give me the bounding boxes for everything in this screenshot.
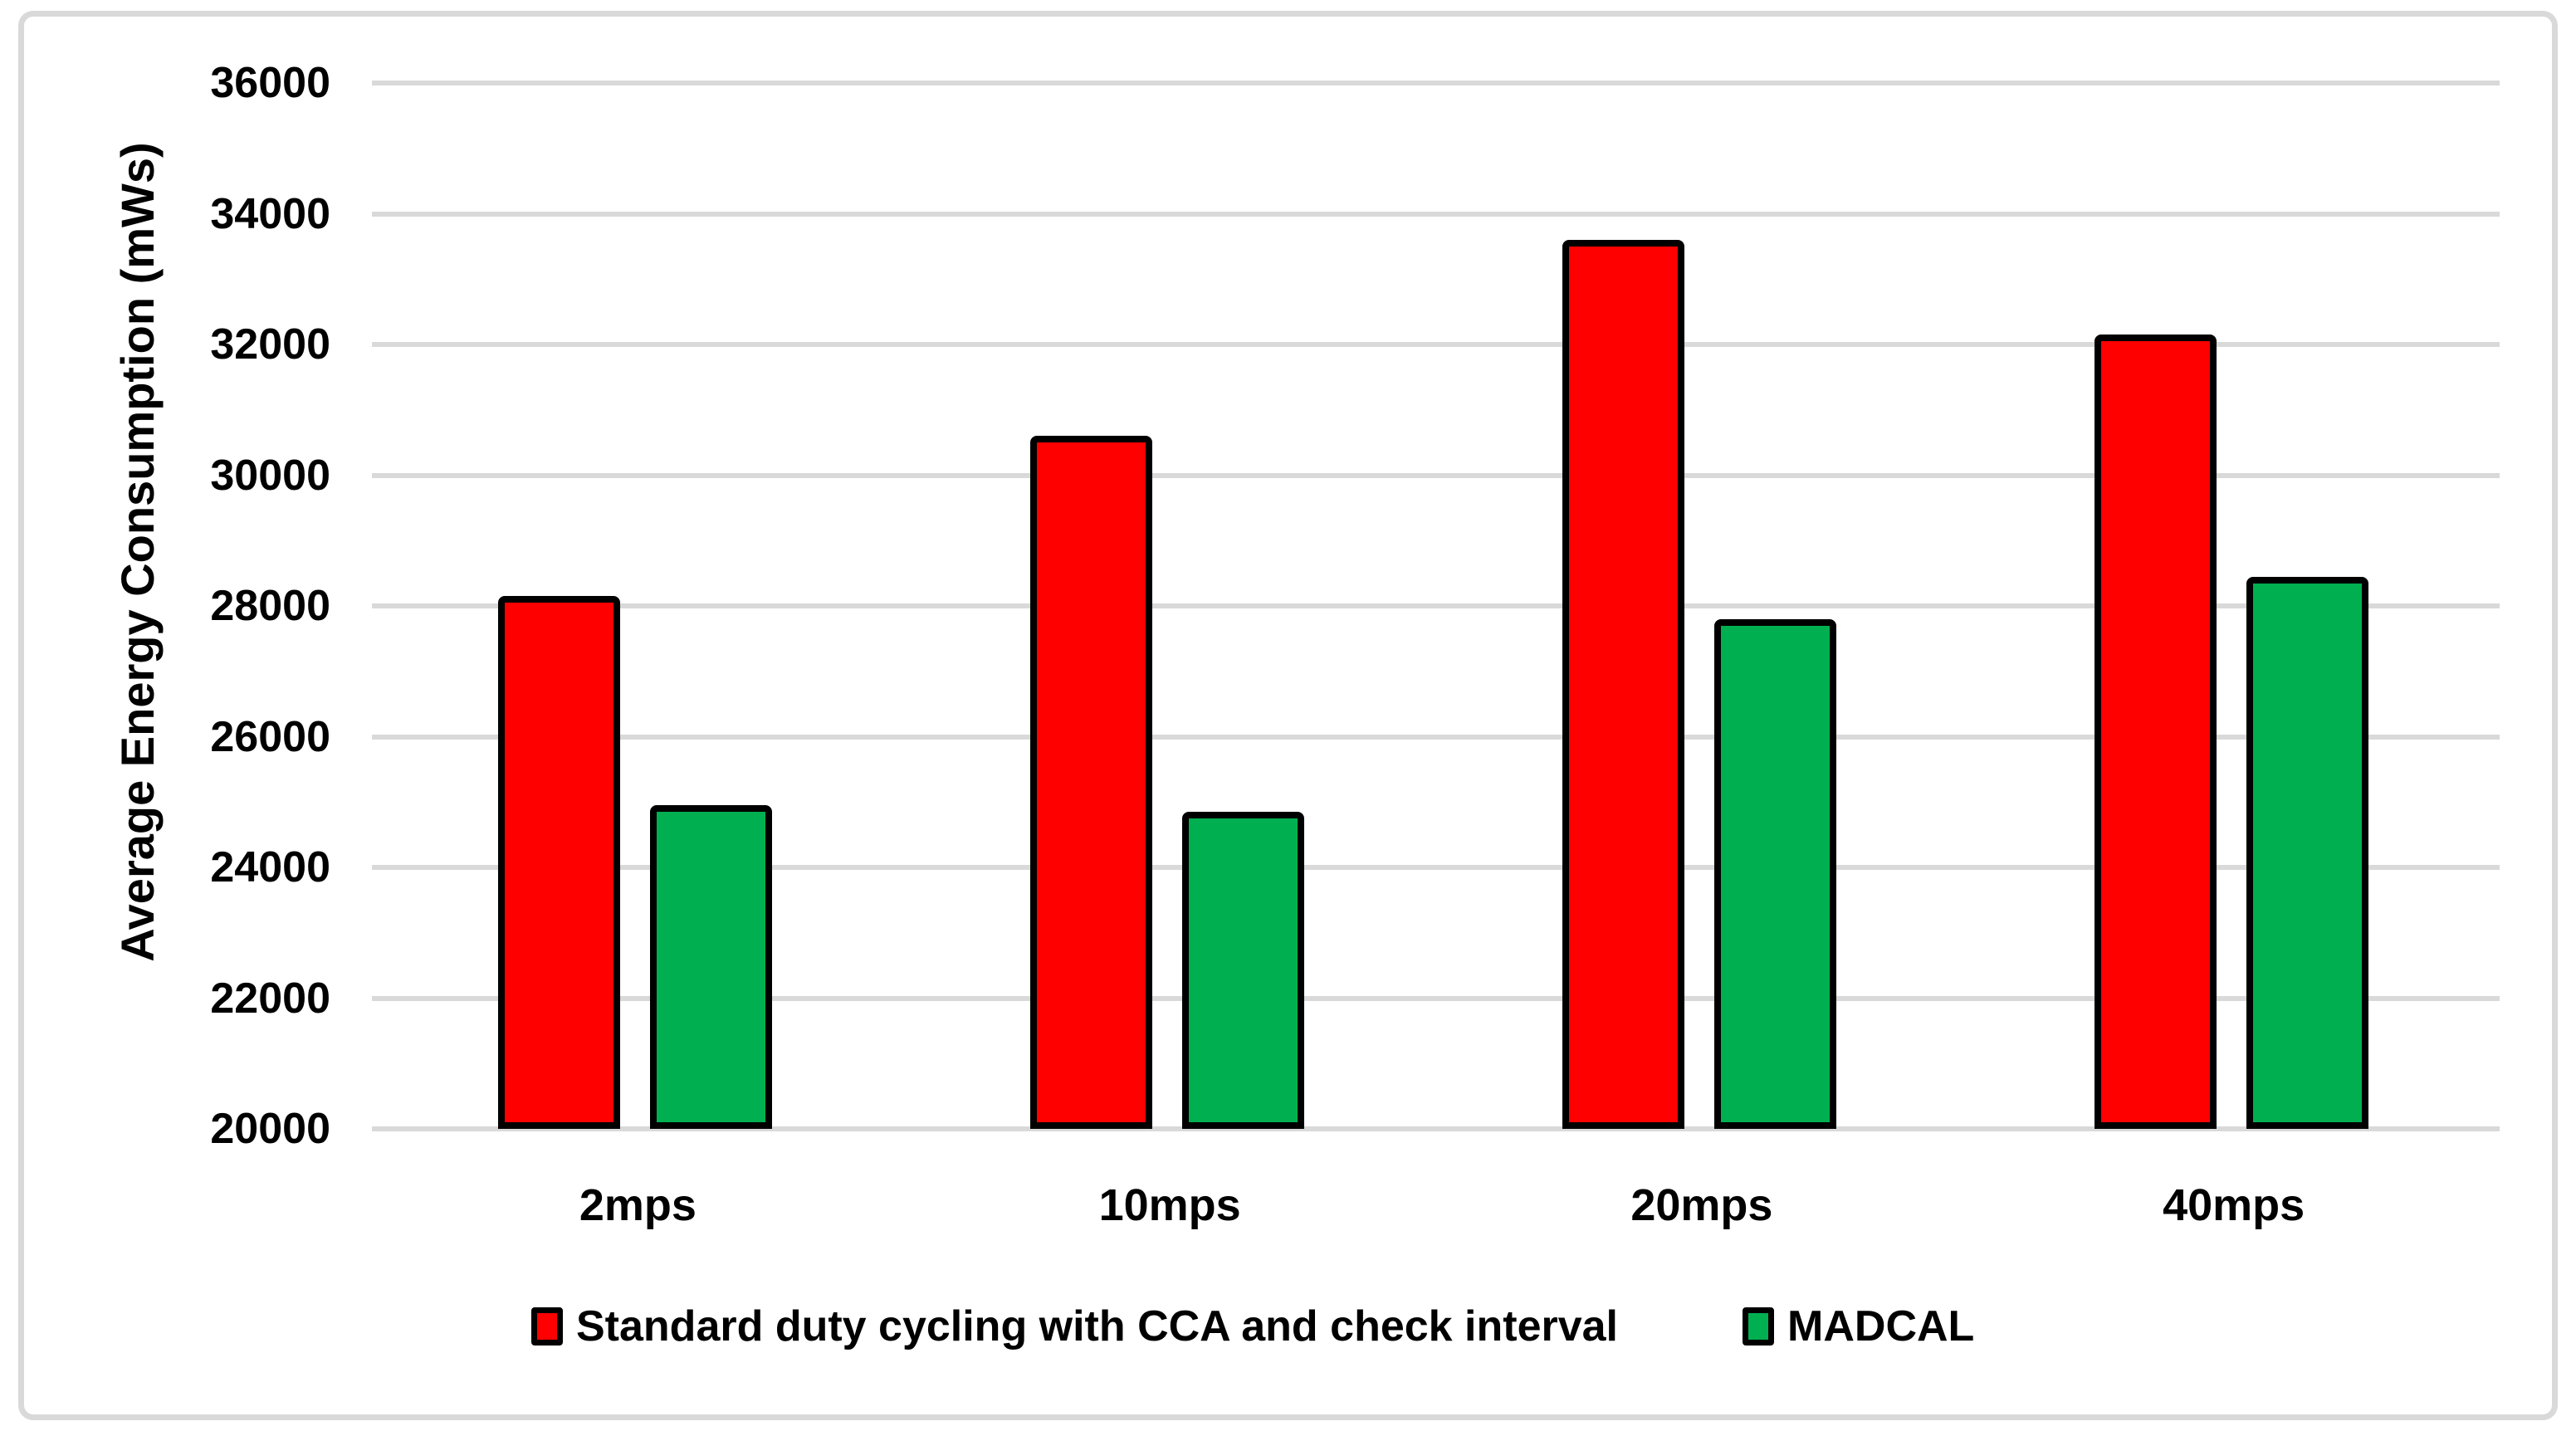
gridline-22000	[372, 995, 2500, 1001]
legend-swatch-icon	[531, 1307, 563, 1346]
x-axis-label-10mps: 10mps	[1098, 1180, 1241, 1230]
gridline-20000	[372, 1126, 2500, 1131]
legend-label: Standard duty cycling with CCA and check…	[576, 1302, 1619, 1350]
y-tick-label: 30000	[210, 451, 330, 500]
y-tick-label: 36000	[210, 59, 330, 107]
gridline-36000	[372, 81, 2500, 85]
gridline-24000	[372, 865, 2500, 870]
y-tick-label: 32000	[210, 320, 330, 369]
gridline-32000	[372, 342, 2500, 347]
bar-series2-2mps	[650, 805, 773, 1129]
plot-area	[372, 81, 2500, 1131]
legend-swatch-icon	[1743, 1307, 1775, 1346]
y-tick-label: 20000	[210, 1105, 330, 1153]
x-axis-label-40mps: 40mps	[2163, 1180, 2305, 1230]
bar-series1-2mps	[498, 596, 621, 1129]
bar-series2-10mps	[1182, 812, 1305, 1129]
y-tick-label: 26000	[210, 712, 330, 761]
bar-series1-20mps	[1562, 239, 1684, 1129]
gridline-26000	[372, 734, 2500, 740]
figure-border	[18, 11, 2558, 1420]
y-tick-label: 24000	[210, 843, 330, 891]
gridline-28000	[372, 603, 2500, 608]
bar-series2-20mps	[1713, 618, 1836, 1129]
legend: Standard duty cycling with CCA and check…	[531, 1292, 1974, 1361]
gridline-34000	[372, 211, 2500, 217]
y-axis-title: Average Energy Consumption (mWs)	[111, 142, 164, 962]
gridline-30000	[372, 472, 2500, 478]
y-tick-label: 22000	[210, 974, 330, 1023]
bar-series1-10mps	[1030, 436, 1153, 1129]
legend-item-1: Standard duty cycling with CCA and check…	[531, 1302, 1618, 1351]
legend-item-2: MADCAL	[1743, 1302, 1974, 1351]
bar-series1-40mps	[2094, 335, 2217, 1129]
x-axis-label-20mps: 20mps	[1630, 1180, 1773, 1230]
x-axis-label-2mps: 2mps	[579, 1180, 697, 1230]
y-tick-label: 34000	[210, 189, 330, 238]
legend-label: MADCAL	[1787, 1302, 1975, 1350]
bar-series2-40mps	[2246, 576, 2368, 1129]
y-tick-label: 28000	[210, 582, 330, 630]
